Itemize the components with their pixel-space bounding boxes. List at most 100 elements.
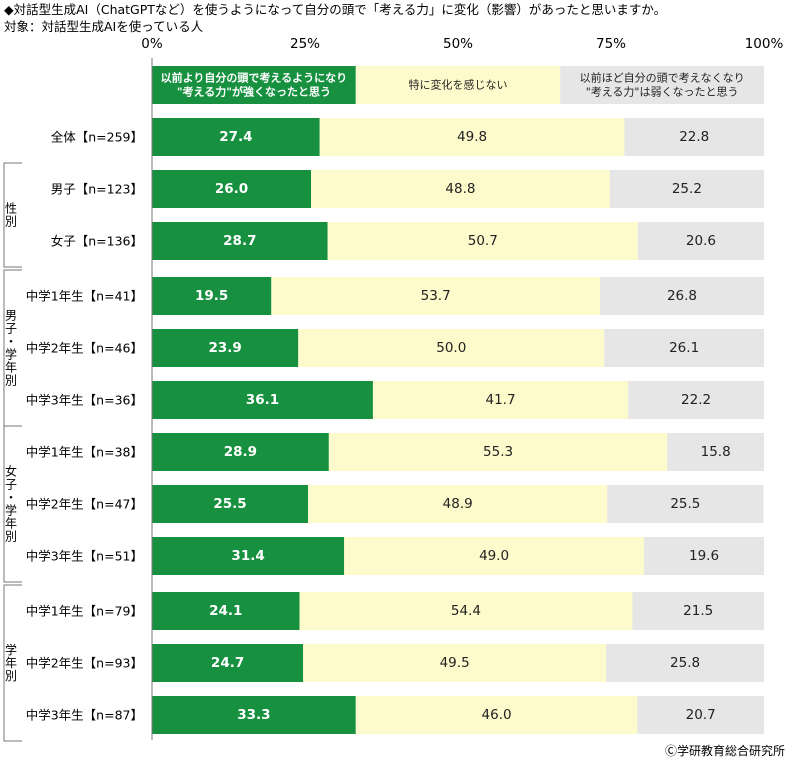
data-label: 46.0 bbox=[482, 707, 512, 723]
chart-subtitle: 対象：対話型生成AIを使っている人 bbox=[4, 19, 204, 34]
data-label: 23.9 bbox=[208, 340, 241, 356]
bar-segment bbox=[372, 381, 629, 419]
data-label: 49.5 bbox=[440, 655, 470, 671]
data-label: 25.5 bbox=[213, 496, 246, 512]
data-label: 26.8 bbox=[667, 288, 697, 304]
bar-segment bbox=[152, 644, 304, 682]
bar-segment bbox=[298, 329, 605, 367]
bar-segment bbox=[609, 170, 764, 208]
group-bracket bbox=[3, 584, 22, 742]
data-label: 22.8 bbox=[679, 129, 709, 145]
data-label: 33.3 bbox=[237, 707, 270, 723]
group-bracket bbox=[3, 162, 22, 268]
bar-segment bbox=[152, 277, 272, 315]
data-label: 25.5 bbox=[670, 496, 700, 512]
legend-label: 特に変化を感じない bbox=[409, 78, 508, 92]
data-label: 28.7 bbox=[223, 233, 256, 249]
category-label: 中学1年生【n=79】 bbox=[26, 604, 143, 619]
group-label: 学年別 bbox=[5, 642, 17, 683]
bar-segment bbox=[599, 277, 764, 315]
bar-segment bbox=[344, 537, 645, 575]
bar-segment bbox=[152, 329, 299, 367]
category-label: 中学1年生【n=38】 bbox=[26, 445, 143, 460]
data-label: 48.8 bbox=[445, 181, 475, 197]
data-label: 26.1 bbox=[669, 340, 699, 356]
data-label: 26.0 bbox=[215, 181, 248, 197]
data-label: 19.6 bbox=[689, 548, 719, 564]
legend-swatch bbox=[355, 66, 561, 104]
bar-segment bbox=[303, 644, 607, 682]
legend-label: 以前より自分の頭で考えるようになり bbox=[161, 71, 347, 85]
group-label: 女子・学年別 bbox=[5, 464, 17, 544]
category-label: 男子【n=123】 bbox=[51, 182, 143, 197]
data-label: 55.3 bbox=[483, 444, 513, 460]
bar-segment bbox=[637, 222, 764, 260]
chart-title: ◆対話型生成AI（ChatGPTなど）を使うようになって自分の頭で「考える力」に… bbox=[4, 2, 667, 17]
bar-segment bbox=[319, 118, 625, 156]
bar-segment bbox=[152, 696, 356, 734]
legend-label: 以前ほど自分の頭で考えなくなり bbox=[580, 71, 745, 85]
data-label: 31.4 bbox=[231, 548, 264, 564]
bar-segment bbox=[632, 592, 764, 630]
data-label: 22.2 bbox=[681, 392, 711, 408]
data-label: 54.4 bbox=[451, 603, 481, 619]
data-label: 36.1 bbox=[246, 392, 279, 408]
data-label: 28.9 bbox=[224, 444, 257, 460]
data-label: 50.7 bbox=[468, 233, 498, 249]
data-label: 20.6 bbox=[686, 233, 716, 249]
x-tick-label: 100% bbox=[745, 36, 784, 52]
legend-swatch bbox=[560, 66, 764, 104]
bar-segment bbox=[308, 485, 608, 523]
category-label: 全体【n=259】 bbox=[51, 130, 143, 145]
legend-label: "考える力"は弱くなったと思う bbox=[586, 86, 739, 99]
category-label: 中学3年生【n=87】 bbox=[26, 708, 143, 723]
x-tick-label: 0% bbox=[141, 36, 163, 52]
bar-segment bbox=[604, 329, 764, 367]
category-label: 女子【n=136】 bbox=[51, 234, 143, 249]
bar-segment bbox=[327, 222, 638, 260]
data-label: 24.1 bbox=[209, 603, 242, 619]
bar-segment bbox=[152, 118, 320, 156]
category-label: 中学1年生【n=41】 bbox=[26, 289, 143, 304]
x-tick-label: 50% bbox=[443, 36, 473, 52]
bar-segment bbox=[152, 485, 309, 523]
bar-segment bbox=[607, 485, 764, 523]
data-label: 27.4 bbox=[219, 129, 252, 145]
data-label: 24.7 bbox=[211, 655, 244, 671]
bar-segment bbox=[628, 381, 764, 419]
data-label: 25.8 bbox=[670, 655, 700, 671]
data-label: 15.8 bbox=[701, 444, 731, 460]
bar-segment bbox=[152, 433, 329, 471]
group-label: 性別 bbox=[5, 202, 17, 229]
bar-segment bbox=[152, 592, 300, 630]
bar-segment bbox=[637, 696, 764, 734]
data-label: 21.5 bbox=[683, 603, 713, 619]
data-label: 25.2 bbox=[672, 181, 702, 197]
x-tick-label: 25% bbox=[290, 36, 320, 52]
bar-segment bbox=[152, 537, 345, 575]
data-label: 41.7 bbox=[486, 392, 516, 408]
copyright-notice: Ⓒ学研教育総合研究所 bbox=[664, 744, 785, 758]
bar-segment bbox=[328, 433, 668, 471]
category-label: 中学2年生【n=47】 bbox=[26, 497, 143, 512]
group-label: 男子・学年別 bbox=[5, 309, 17, 388]
data-label: 20.7 bbox=[686, 707, 716, 723]
bar-segment bbox=[152, 222, 328, 260]
bar-segment bbox=[299, 592, 633, 630]
bar-segment bbox=[271, 277, 600, 315]
legend-swatch bbox=[152, 66, 356, 104]
data-label: 49.0 bbox=[479, 548, 509, 564]
category-label: 中学2年生【n=93】 bbox=[26, 656, 143, 671]
x-tick-label: 75% bbox=[596, 36, 626, 52]
bar-segment bbox=[152, 381, 373, 419]
data-label: 50.0 bbox=[436, 340, 466, 356]
group-bracket bbox=[3, 425, 22, 583]
data-label: 48.9 bbox=[443, 496, 473, 512]
bar-segment bbox=[644, 537, 764, 575]
bar-segment bbox=[152, 170, 312, 208]
legend-label: "考える力"が強くなったと思う bbox=[177, 85, 331, 99]
bar-segment bbox=[667, 433, 764, 471]
bar-segment bbox=[606, 644, 764, 682]
bar-segment bbox=[624, 118, 764, 156]
